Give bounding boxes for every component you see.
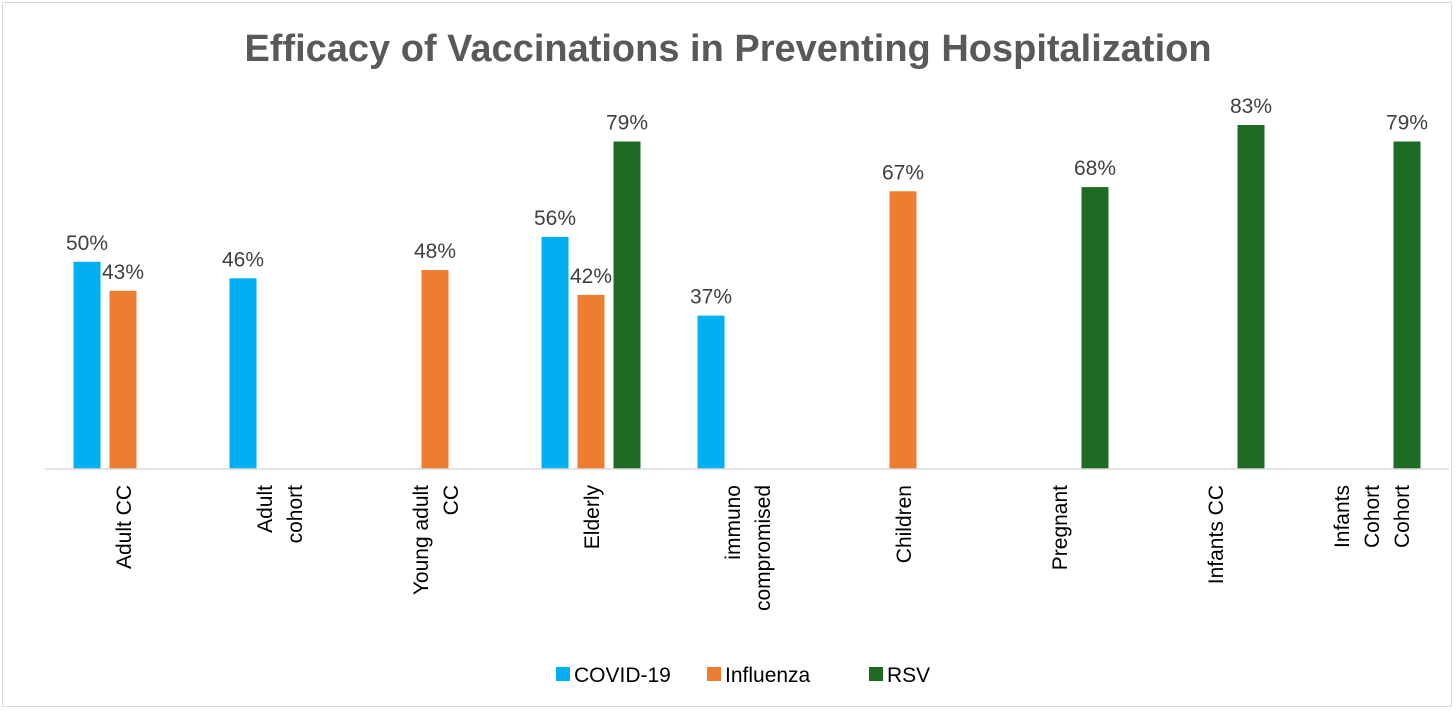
data-label-rsv-infants-cohort-cohort: 79% (1386, 112, 1428, 135)
category-label-line: Adult (254, 485, 277, 533)
bar-rsv-infants-cohort-cohort (1393, 141, 1421, 469)
bar-rsv-pregnant (1081, 187, 1109, 469)
chart-title: Efficacy of Vaccinations in Preventing H… (244, 28, 1211, 70)
category-label-line: cohort (284, 485, 307, 544)
legend-label-rsv: RSV (887, 664, 930, 687)
category-label-adult-cc: Adult CC (113, 485, 136, 569)
data-label-covid-19-adult-cohort: 46% (222, 248, 264, 271)
bar-influenza-children (889, 191, 917, 470)
category-label-line: Elderly (581, 485, 604, 550)
category-label-line: Cohort (1391, 485, 1414, 548)
category-label-line: Infants (1331, 485, 1354, 548)
category-label-line: Pregnant (1049, 485, 1072, 570)
category-label-infants-cc: Infants CC (1205, 485, 1228, 584)
bar-rsv-elderly (613, 141, 641, 469)
data-label-influenza-children: 67% (882, 161, 924, 184)
category-label-line: Young adult (410, 485, 433, 595)
bar-rsv-infants-cc (1237, 125, 1265, 469)
data-label-influenza-young-adult-cc: 48% (414, 240, 456, 263)
bar-influenza-young-adult-cc (421, 270, 449, 469)
legend-item-influenza: Influenza (707, 664, 811, 687)
category-label-line: compromised (752, 485, 775, 611)
bars-layer (73, 125, 1421, 470)
data-labels-layer: 50% 43% 46% 48% 56% 42% 79% 37% 67% 68% 83% 79% (66, 95, 1428, 309)
category-label-pregnant: Pregnant (1049, 485, 1072, 570)
category-labels-layer: Adult CC Adult cohort Young adult CC Elderly i… (113, 485, 1414, 612)
category-label-line: Cohort (1361, 485, 1384, 548)
legend: COVID-19 Influenza RSV (556, 664, 930, 687)
category-label-immuno-compromised: immuno compromised (722, 485, 775, 611)
legend-swatch-rsv (869, 667, 883, 681)
data-label-covid-19-adult-cc: 50% (66, 232, 108, 255)
chart-canvas: Efficacy of Vaccinations in Preventing H… (45, 28, 1449, 687)
legend-swatch-covid-19 (556, 667, 570, 681)
data-label-influenza-elderly: 42% (570, 265, 612, 288)
category-label-children: Children (893, 485, 916, 563)
data-label-rsv-elderly: 79% (606, 112, 648, 135)
data-label-influenza-adult-cc: 43% (102, 261, 144, 284)
category-label-line: Infants CC (1205, 485, 1228, 584)
category-label-line: Adult CC (113, 485, 136, 569)
legend-swatch-influenza (707, 667, 721, 681)
legend-label-covid-19: COVID-19 (574, 664, 671, 687)
data-label-rsv-pregnant: 68% (1074, 157, 1116, 180)
legend-item-rsv: RSV (869, 664, 930, 687)
category-label-adult-cohort: Adult cohort (254, 485, 307, 544)
bar-influenza-adult-cc (109, 290, 137, 469)
bar-covid-19-immuno-compromised (697, 315, 725, 469)
legend-item-covid-19: COVID-19 (556, 664, 671, 687)
legend-label-influenza: Influenza (725, 664, 811, 687)
category-label-line: immuno (722, 485, 745, 560)
bar-covid-19-adult-cohort (229, 278, 257, 469)
category-label-young-adult-cc: Young adult CC (410, 485, 463, 595)
bar-covid-19-elderly (541, 236, 569, 469)
data-label-covid-19-elderly: 56% (534, 207, 576, 230)
data-label-rsv-infants-cc: 83% (1230, 95, 1272, 118)
category-label-line: CC (440, 485, 463, 515)
category-label-infants-cohort-cohort: Infants Cohort Cohort (1331, 485, 1414, 548)
category-label-elderly: Elderly (581, 485, 604, 550)
category-label-line: Children (893, 485, 916, 563)
bar-covid-19-adult-cc (73, 261, 101, 469)
data-label-covid-19-immuno-compromised: 37% (690, 286, 732, 309)
bar-influenza-elderly (577, 294, 605, 469)
